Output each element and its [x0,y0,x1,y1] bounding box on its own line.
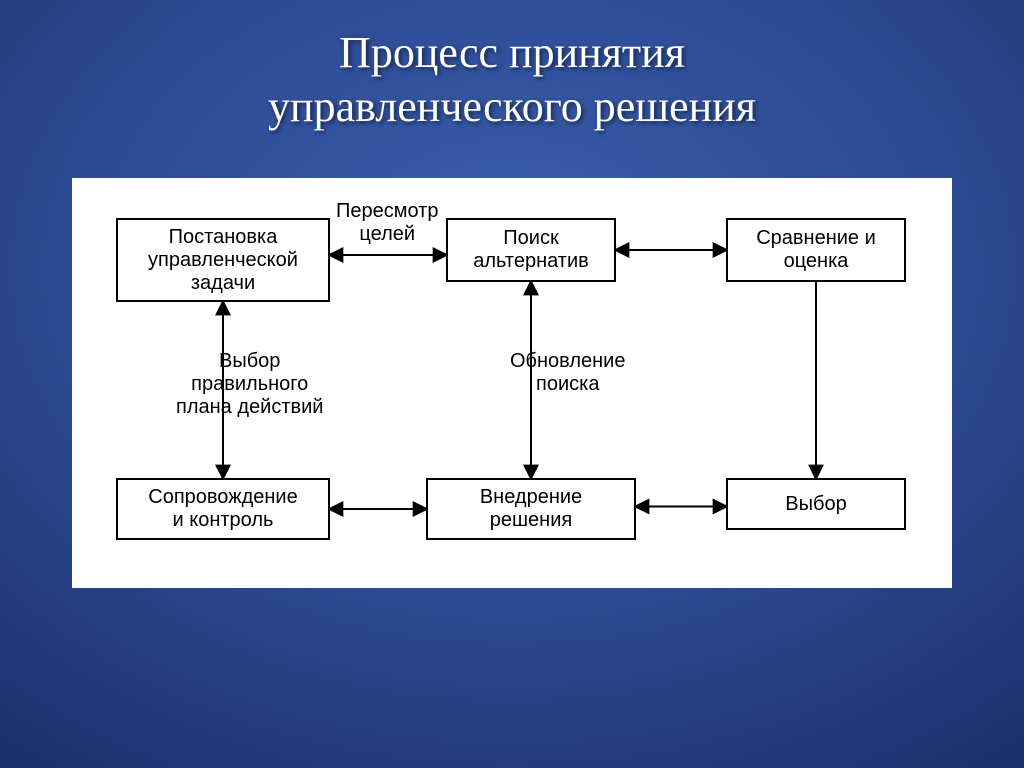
slide-title-line1: Процесс принятия [0,28,1024,79]
node-n1: Постановка управленческой задачи [116,218,330,302]
node-n2: Поиск альтернатив [446,218,616,282]
edge-label: Выбор правильного плана действий [176,350,323,419]
edge-label: Обновление поиска [510,350,625,396]
node-n4: Сопровождение и контроль [116,478,330,540]
flowchart: Постановка управленческой задачи Поиск ал… [72,178,952,588]
node-n3: Сравнение и оценка [726,218,906,282]
node-n5: Внедрение решения [426,478,636,540]
edge-label: Пересмотр целей [336,200,438,246]
slide: Процесс принятия управленческого решения… [0,0,1024,768]
node-n6: Выбор [726,478,906,530]
slide-title-line2: управленческого решения [0,82,1024,133]
